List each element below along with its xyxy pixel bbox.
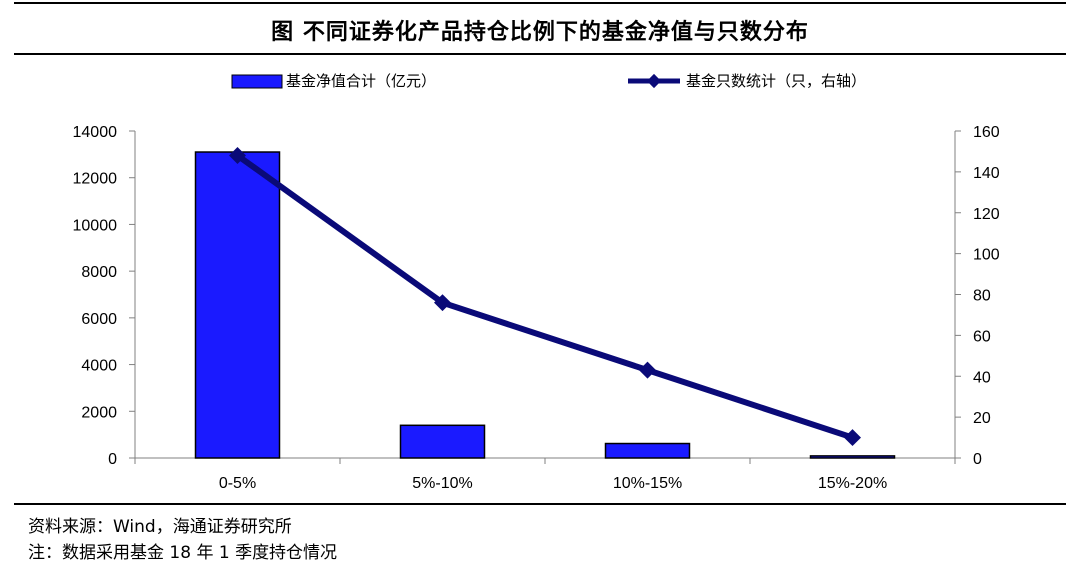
right-axis-tick-label: 20	[973, 410, 991, 427]
left-axis-tick-label: 4000	[81, 358, 117, 375]
left-axis-tick-label: 10000	[73, 217, 118, 234]
right-axis-tick-label: 0	[973, 451, 982, 468]
right-axis-tick-label: 160	[973, 124, 1000, 141]
left-axis-tick-label: 6000	[81, 311, 117, 328]
title-rule	[14, 53, 1066, 55]
chart-canvas: 基金净值合计（亿元） 基金只数统计（只，右轴） 0200040006000800…	[73, 72, 1000, 492]
fund-count-line	[235, 153, 854, 441]
chart-title: 图 不同证券化产品持仓比例下的基金净值与只数分布	[271, 20, 809, 45]
data-note: 注：数据采用基金 18 年 1 季度持仓情况	[28, 543, 338, 563]
bottom-rule	[14, 503, 1066, 505]
legend-bar-swatch	[231, 74, 283, 89]
right-axis-tick-label: 80	[973, 288, 991, 305]
fund-count-point-0-5%	[229, 147, 246, 165]
right-axis-tick-label: 100	[973, 247, 1000, 264]
x-axis-category-label: 10%-15%	[613, 475, 682, 492]
bar-15%-20%	[809, 455, 896, 459]
left-axis-tick-label: 14000	[73, 124, 118, 141]
x-axis-category-label: 0-5%	[219, 475, 256, 492]
right-axis-tick-label: 140	[973, 165, 1000, 182]
legend-bar-label: 基金净值合计（亿元）	[286, 72, 436, 90]
top-rule	[14, 2, 1066, 4]
fund-count-point-10%-15%	[639, 361, 656, 379]
right-axis-tick-label: 120	[973, 206, 1000, 223]
x-axis-category-label: 5%-10%	[412, 475, 472, 492]
left-axis-tick-label: 12000	[73, 171, 118, 188]
left-axis-tick-label: 0	[108, 451, 117, 468]
right-axis-tick-label: 40	[973, 369, 991, 386]
bar-5%-10%	[399, 424, 486, 459]
tick-labels: 0 2000 4000 6000 8000 10000 12000 14000 0 20 40 60 8…	[73, 124, 1000, 492]
bars	[194, 151, 896, 459]
fund-count-point-15%-20%	[844, 429, 861, 447]
legend: 基金净值合计（亿元） 基金只数统计（只，右轴）	[231, 72, 866, 90]
bar-0-5%	[194, 151, 281, 459]
legend-line-label: 基金只数统计（只，右轴）	[686, 72, 866, 90]
legend-line-marker	[646, 73, 662, 89]
fund-count-point-5%-10%	[434, 294, 451, 312]
left-axis-tick-label: 2000	[81, 404, 117, 421]
source-note: 资料来源：Wind，海通证券研究所	[28, 517, 292, 537]
x-axis-category-label: 15%-20%	[818, 475, 887, 492]
left-axis-tick-label: 8000	[81, 264, 117, 281]
right-axis-tick-label: 60	[973, 328, 991, 345]
line-series	[229, 147, 861, 447]
bar-10%-15%	[604, 442, 691, 459]
